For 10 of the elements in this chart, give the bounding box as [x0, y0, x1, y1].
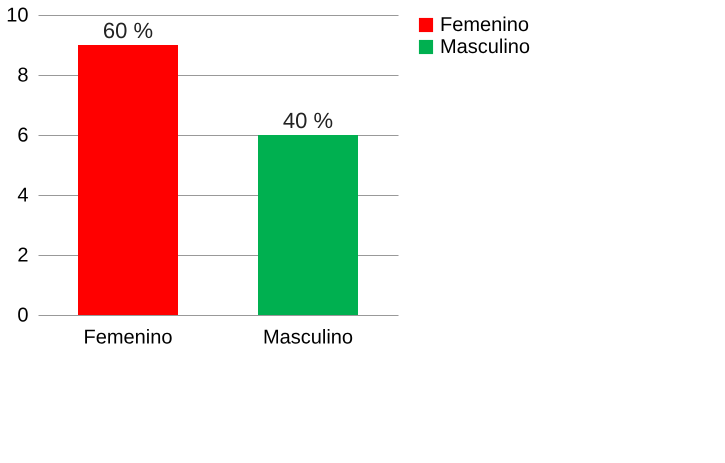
y-tick-label: 8 — [17, 64, 28, 86]
legend-label: Femenino — [440, 14, 529, 36]
annotation: 60 % — [102, 18, 154, 43]
legend-label: Masculino — [440, 36, 530, 58]
annotation: 40 % — [282, 108, 334, 133]
y-tick-label: 0 — [17, 304, 28, 326]
y-tick-label: 4 — [17, 184, 28, 206]
y-tick-label: 2 — [17, 244, 28, 266]
y-tick-label: 6 — [17, 124, 28, 146]
y-tick-label: 10 — [6, 4, 28, 26]
